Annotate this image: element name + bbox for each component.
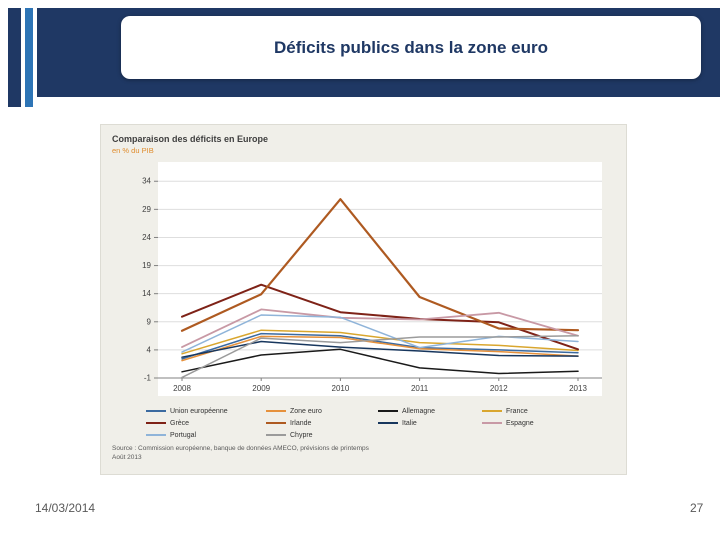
legend-item-gr-ce: Grèce: [146, 418, 264, 428]
legend-line-swatch: [266, 410, 286, 412]
title-box: Déficits publics dans la zone euro: [121, 16, 701, 79]
chart-subtitle: en % du PIB: [112, 146, 154, 155]
slide-date: 14/03/2014: [35, 501, 96, 515]
legend-line-swatch: [266, 434, 286, 436]
source-line-2: Août 2013: [112, 453, 142, 461]
legend-label: Italie: [402, 419, 417, 427]
legend-label: France: [506, 407, 528, 415]
page-title: Déficits publics dans la zone euro: [274, 37, 548, 57]
legend-item-chypre: Chypre: [266, 430, 376, 440]
svg-text:2008: 2008: [173, 384, 191, 393]
legend-label: Espagne: [506, 419, 534, 427]
left-accent-bar-dark: [8, 8, 21, 107]
svg-text:2012: 2012: [490, 384, 508, 393]
legend-line-swatch: [378, 422, 398, 424]
legend-label: Zone euro: [290, 407, 322, 415]
legend-line-swatch: [482, 422, 502, 424]
legend-label: Chypre: [290, 431, 313, 439]
svg-text:4: 4: [147, 345, 152, 354]
chart-title: Comparaison des déficits en Europe: [112, 134, 269, 144]
source-line-1: Source : Commission européenne, banque d…: [112, 445, 369, 452]
legend-line-swatch: [146, 422, 166, 424]
svg-text:2013: 2013: [569, 384, 587, 393]
legend-line-swatch: [146, 434, 166, 436]
legend-line-swatch: [482, 410, 502, 412]
deficit-line-chart: 34 29 24 19 14 9 4 -1 2008 2009 2010 2011 2012 2013: [142, 162, 602, 396]
chart-legend: Union européenne Zone euro Allemagne France…: [146, 406, 615, 440]
legend-label: Grèce: [170, 419, 190, 427]
svg-text:2010: 2010: [332, 384, 350, 393]
legend-item-irlande: Irlande: [266, 418, 376, 428]
svg-text:19: 19: [142, 261, 151, 270]
legend-line-swatch: [146, 410, 166, 412]
legend-item-italie: Italie: [378, 418, 480, 428]
svg-text:24: 24: [142, 233, 151, 242]
svg-text:14: 14: [142, 289, 151, 298]
legend-label: Irlande: [290, 419, 312, 427]
legend-item-zone-euro: Zone euro: [266, 406, 376, 416]
legend-item-france: France: [482, 406, 580, 416]
legend-line-swatch: [266, 422, 286, 424]
chart-image: Comparaison des déficits en Europe en % …: [100, 124, 627, 475]
svg-text:34: 34: [142, 177, 151, 186]
chart-source: Source : Commission européenne, banque d…: [112, 445, 615, 463]
legend-label: Union européenne: [170, 407, 228, 415]
legend-item-allemagne: Allemagne: [378, 406, 480, 416]
svg-text:2009: 2009: [252, 384, 270, 393]
svg-text:-1: -1: [144, 374, 152, 383]
legend-item-union-europ-enne: Union européenne: [146, 406, 264, 416]
svg-text:29: 29: [142, 205, 151, 214]
legend-line-swatch: [378, 410, 398, 412]
legend-label: Allemagne: [402, 407, 436, 415]
left-accent-bar-light: [25, 8, 33, 107]
legend-item-portugal: Portugal: [146, 430, 264, 440]
svg-text:9: 9: [147, 317, 152, 326]
legend-label: Portugal: [170, 431, 197, 439]
page-number: 27: [690, 501, 704, 515]
legend-item-espagne: Espagne: [482, 418, 580, 428]
svg-text:2011: 2011: [411, 384, 429, 393]
